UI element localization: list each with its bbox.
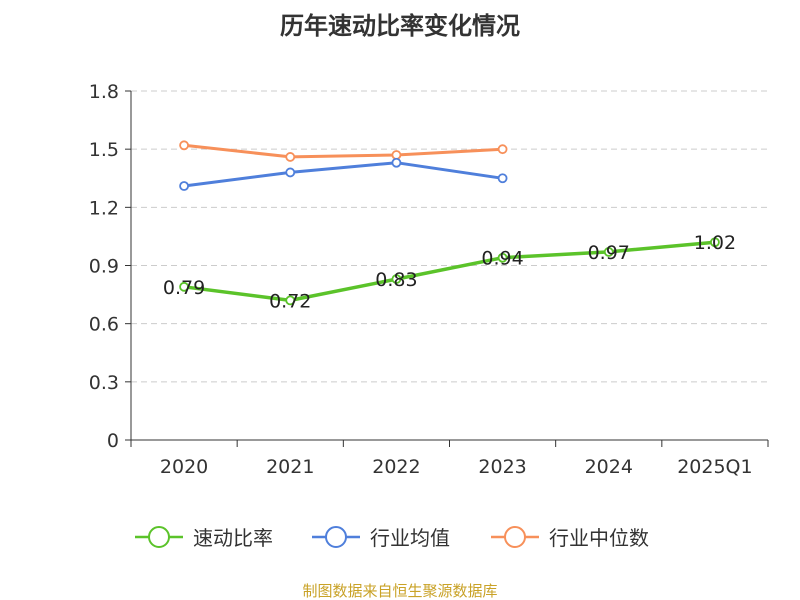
y-tick-label: 1.8 xyxy=(89,81,119,103)
data-label: 0.94 xyxy=(481,248,523,270)
data-point[interactable] xyxy=(497,144,508,155)
source-note: 制图数据来自恒生聚源数据库 xyxy=(302,582,497,600)
legend[interactable]: 速动比率 行业均值 行业中位数 xyxy=(135,526,649,550)
data-point[interactable] xyxy=(285,152,296,162)
legend-item[interactable]: 行业均值 xyxy=(312,526,450,550)
x-tick-label: 2020 xyxy=(160,456,208,478)
gridlines xyxy=(131,90,768,383)
data-point[interactable] xyxy=(391,157,402,168)
y-tick-label: 0 xyxy=(107,430,119,452)
data-label: 1.02 xyxy=(694,232,736,254)
data-label: 0.97 xyxy=(588,242,630,264)
legend-item[interactable]: 行业中位数 xyxy=(491,526,649,550)
data-label: 0.83 xyxy=(375,269,417,291)
data-point[interactable] xyxy=(603,247,614,257)
series-line xyxy=(183,161,503,188)
legend-label: 行业均值 xyxy=(370,526,450,550)
x-tick-label: 2025Q1 xyxy=(677,456,752,478)
data-point[interactable] xyxy=(710,237,720,248)
data-point[interactable] xyxy=(285,167,296,178)
legend-label: 行业中位数 xyxy=(549,526,649,550)
data-label: 0.72 xyxy=(269,290,311,312)
data-point[interactable] xyxy=(391,274,402,284)
axes: 0 0.3 0.6 0.9 1.2 1.5 1.8 2020 2021 2022 2023 2024 2… xyxy=(89,81,769,478)
data-point[interactable] xyxy=(497,252,508,263)
y-tick-label: 1.2 xyxy=(89,197,119,219)
x-tick-label: 2023 xyxy=(478,456,526,478)
x-tick-label: 2021 xyxy=(266,456,314,478)
data-point[interactable] xyxy=(179,140,189,151)
series-line xyxy=(183,143,503,159)
legend-marker-icon xyxy=(148,526,170,548)
legend-label: 速动比率 xyxy=(193,526,273,550)
legend-item[interactable]: 速动比率 xyxy=(135,526,273,550)
series-lines xyxy=(179,140,720,306)
x-tick-label: 2022 xyxy=(372,456,420,478)
data-point[interactable] xyxy=(497,173,508,184)
data-label: 0.79 xyxy=(163,277,205,299)
legend-marker-icon xyxy=(504,526,526,548)
data-labels: 0.79 0.72 0.83 0.94 0.97 1.02 xyxy=(163,232,736,312)
y-tick-label: 0.6 xyxy=(89,314,119,336)
chart-title: 历年速动比率变化情况 xyxy=(280,12,520,40)
y-tick-label: 1.5 xyxy=(89,139,119,161)
data-point[interactable] xyxy=(285,295,296,306)
x-tick-label: 2024 xyxy=(585,456,633,478)
y-tick-label: 0.9 xyxy=(89,256,119,278)
legend-marker-icon xyxy=(325,526,347,548)
y-tick-label: 0.3 xyxy=(89,372,119,394)
data-point[interactable] xyxy=(179,281,189,292)
data-point[interactable] xyxy=(179,181,189,191)
series-line xyxy=(183,240,716,303)
data-point[interactable] xyxy=(391,150,402,160)
